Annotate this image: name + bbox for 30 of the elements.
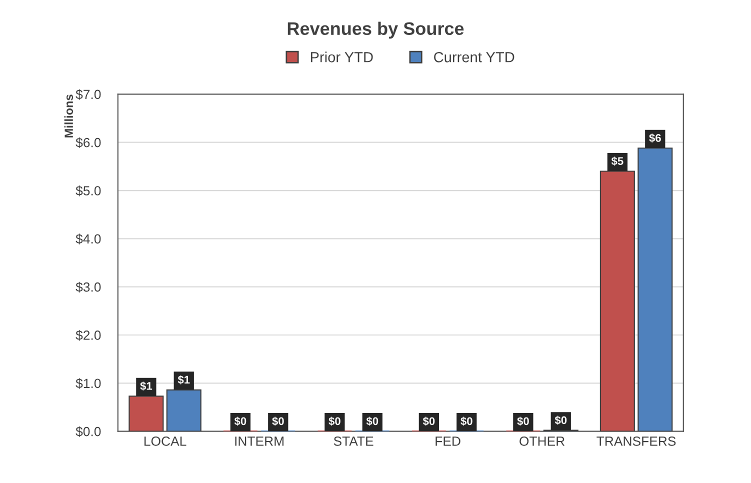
chart-title: Revenues by Source — [288, 22, 464, 39]
x-tick-label: FED — [436, 436, 460, 446]
y-tick-label: $5.0 — [76, 186, 101, 196]
data-label: $0 — [460, 416, 472, 426]
x-tick-label: LOCAL — [144, 436, 186, 446]
y-tick-label: $2.0 — [76, 330, 101, 341]
data-label: $0 — [517, 416, 529, 426]
data-label: $1 — [178, 375, 190, 384]
data-label: $0 — [234, 416, 246, 426]
y-tick-label: $7.0 — [76, 89, 101, 100]
data-label: $0 — [272, 416, 284, 426]
y-tick-label: $0.0 — [76, 426, 101, 438]
data-label: $1 — [140, 382, 152, 391]
data-label: $0 — [422, 416, 435, 426]
data-label: $0 — [554, 416, 567, 425]
x-tick-label: OTHER — [520, 436, 565, 446]
y-tick-label: $1.0 — [76, 378, 101, 389]
y-tick-label: $4.0 — [76, 234, 101, 244]
legend-label: Current YTD — [434, 52, 514, 62]
legend-label: Prior YTD — [310, 52, 373, 62]
y-tick-label: $3.0 — [76, 282, 101, 293]
x-tick-label: INTERM — [235, 436, 284, 446]
x-tick-label: STATE — [334, 436, 374, 446]
x-tick-label: TRANSFERS — [596, 436, 676, 446]
data-label: $6 — [649, 134, 661, 143]
y-tick-label: $6.0 — [76, 137, 101, 148]
data-label: $0 — [366, 416, 378, 426]
data-label: $5 — [611, 156, 624, 166]
data-label: $0 — [328, 416, 340, 426]
y-axis-title: Millions — [64, 94, 74, 138]
